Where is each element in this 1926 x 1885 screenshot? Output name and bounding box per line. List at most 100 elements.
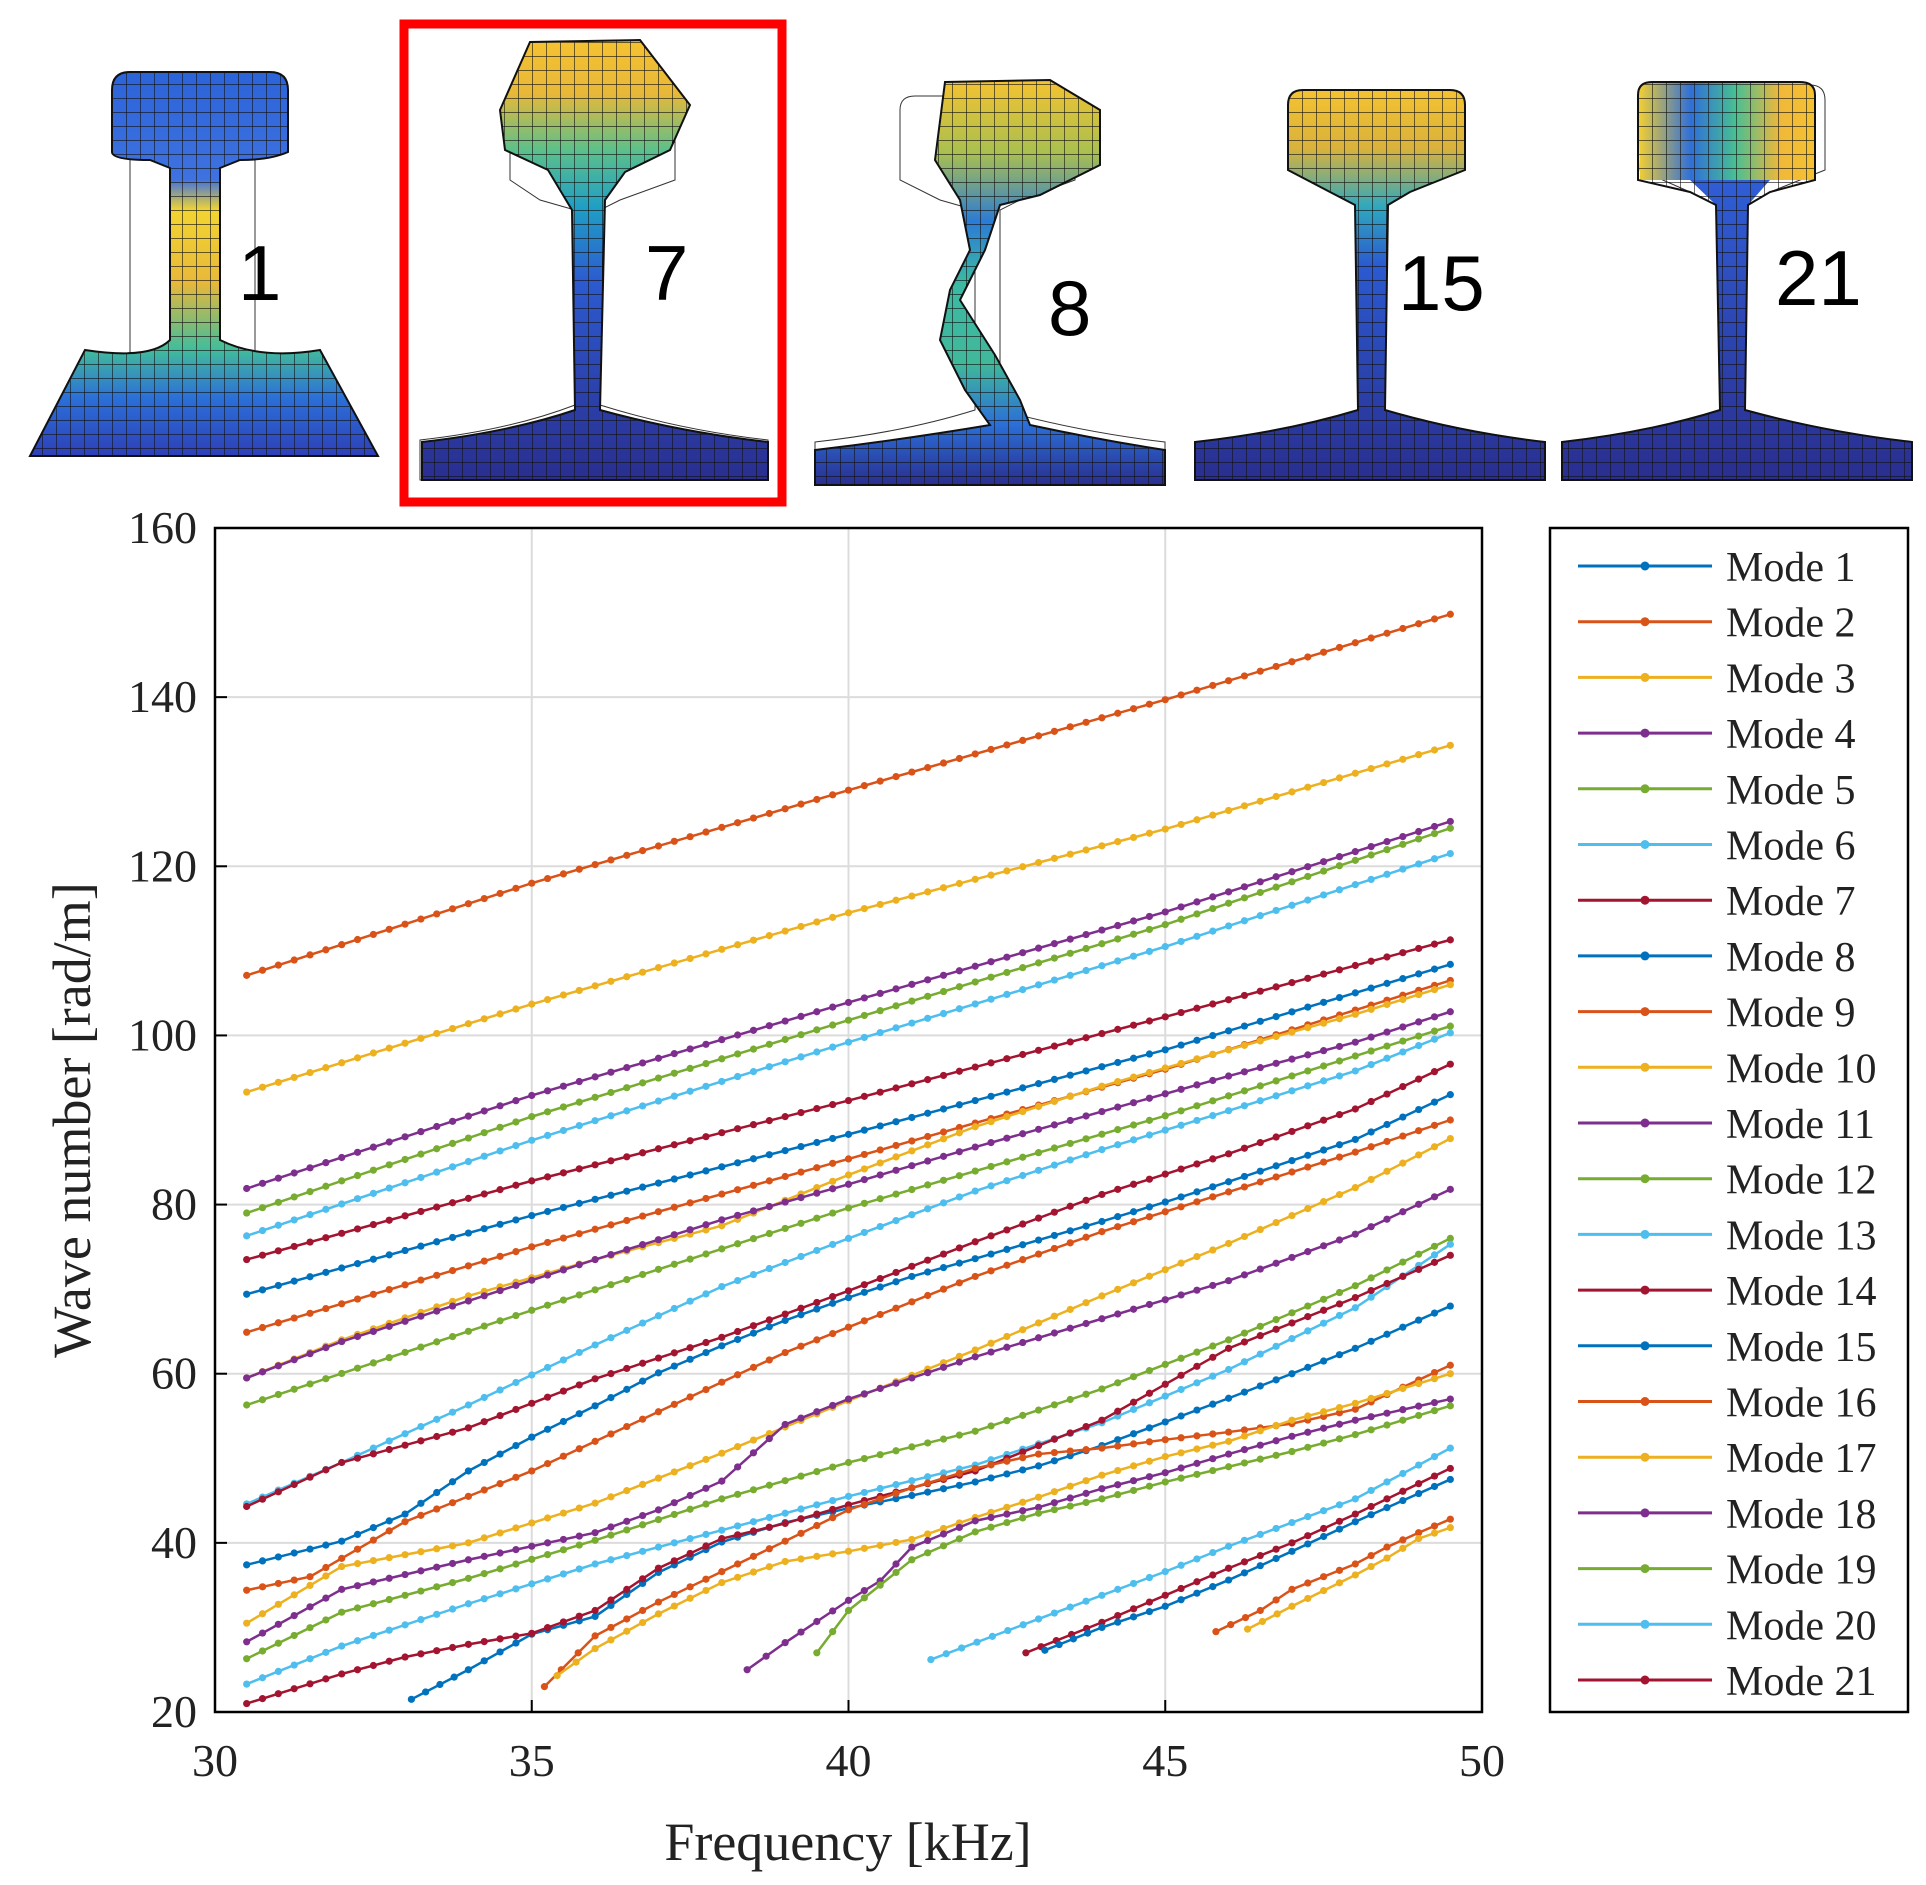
data-point: [1145, 1457, 1154, 1465]
data-point: [1320, 970, 1328, 978]
data-point: [417, 1128, 425, 1136]
data-point: [1367, 1033, 1375, 1041]
data-point: [734, 1573, 742, 1581]
data-point: [1288, 1547, 1296, 1555]
data-point: [1288, 1585, 1296, 1593]
data-point: [686, 1297, 694, 1305]
data-point: [749, 1552, 758, 1560]
data-point: [734, 1490, 742, 1498]
data-point: [464, 1112, 472, 1120]
data-point: [844, 1096, 853, 1105]
data-point: [1383, 1167, 1391, 1175]
data-point: [575, 1532, 583, 1540]
data-point: [306, 1581, 314, 1590]
data-point: [1129, 705, 1138, 713]
data-point: [1082, 1196, 1090, 1204]
data-point: [1019, 1050, 1027, 1059]
data-point: [1098, 1385, 1106, 1393]
data-point: [813, 1164, 821, 1172]
data-point: [1430, 1027, 1439, 1035]
legend-marker: [1640, 1397, 1650, 1406]
data-point: [401, 1348, 409, 1356]
data-point: [718, 1342, 726, 1350]
data-point: [436, 1680, 444, 1689]
data-point: [781, 1058, 789, 1066]
data-point: [448, 1266, 457, 1275]
data-point: [1129, 1021, 1138, 1029]
data-point: [1019, 863, 1027, 871]
data-point: [559, 1356, 568, 1364]
data-point: [290, 1480, 298, 1489]
data-point: [591, 1644, 599, 1653]
data-point: [512, 1560, 520, 1568]
data-point: [243, 1374, 251, 1382]
data-point: [1335, 1015, 1344, 1023]
data-point: [1304, 1151, 1312, 1159]
data-point: [987, 1513, 995, 1522]
data-point: [1383, 760, 1391, 768]
data-point: [797, 1311, 805, 1319]
legend-marker: [1640, 1118, 1650, 1128]
data-point: [1129, 1099, 1138, 1107]
data-point: [1098, 714, 1106, 722]
data-point: [528, 1433, 536, 1441]
data-point: [908, 1556, 916, 1564]
data-point: [1288, 1518, 1296, 1527]
data-point: [1161, 1112, 1169, 1120]
legend-entry: Mode 9: [1578, 991, 1856, 1037]
data-point: [480, 1393, 488, 1402]
data-point: [1430, 1193, 1439, 1201]
data-point: [892, 1278, 900, 1286]
data-point: [987, 1232, 995, 1240]
data-point: [654, 1369, 663, 1377]
data-point: [1430, 1482, 1439, 1491]
data-point: [654, 964, 663, 972]
data-point: [829, 1240, 837, 1249]
data-point: [607, 1493, 615, 1501]
data-point: [274, 1600, 282, 1608]
data-point: [860, 1281, 868, 1289]
data-point: [1288, 1253, 1296, 1262]
data-point: [939, 1469, 948, 1477]
legend-label: Mode 17: [1726, 1436, 1877, 1482]
legend-entry: Mode 4: [1578, 712, 1856, 758]
legend-marker: [1640, 840, 1650, 849]
data-point: [322, 1064, 330, 1072]
data-point: [448, 1428, 457, 1436]
data-point: [1383, 1543, 1391, 1551]
data-point: [987, 1339, 995, 1347]
data-point: [1145, 1213, 1154, 1221]
data-point: [401, 1039, 409, 1047]
data-point: [749, 814, 758, 822]
data-point: [639, 1183, 647, 1191]
data-point: [1399, 1082, 1407, 1091]
data-point: [670, 1602, 678, 1610]
data-point: [1351, 881, 1359, 889]
data-point: [1066, 1239, 1074, 1247]
data-point: [876, 1029, 884, 1037]
data-point: [971, 1427, 979, 1435]
data-point: [353, 1637, 362, 1645]
data-point: [1272, 1012, 1280, 1021]
data-point: [781, 1537, 789, 1545]
data-point: [1430, 1375, 1439, 1383]
data-point: [1129, 833, 1138, 842]
data-point: [765, 1435, 773, 1443]
data-point: [322, 1234, 330, 1242]
data-point: [322, 1182, 330, 1190]
data-point: [1019, 1338, 1027, 1347]
data-point: [1351, 1010, 1359, 1018]
data-point: [860, 1126, 868, 1134]
data-point: [765, 1316, 773, 1324]
data-point: [1240, 1172, 1249, 1181]
data-point: [765, 1545, 773, 1553]
data-point: [813, 1649, 821, 1657]
data-point: [623, 1590, 631, 1599]
data-point: [1055, 1640, 1063, 1649]
data-point: [892, 1190, 900, 1198]
data-point: [575, 1121, 583, 1130]
data-point: [702, 1542, 710, 1550]
data-point: [274, 1198, 282, 1206]
data-point: [353, 935, 362, 944]
data-point: [1272, 1315, 1280, 1324]
